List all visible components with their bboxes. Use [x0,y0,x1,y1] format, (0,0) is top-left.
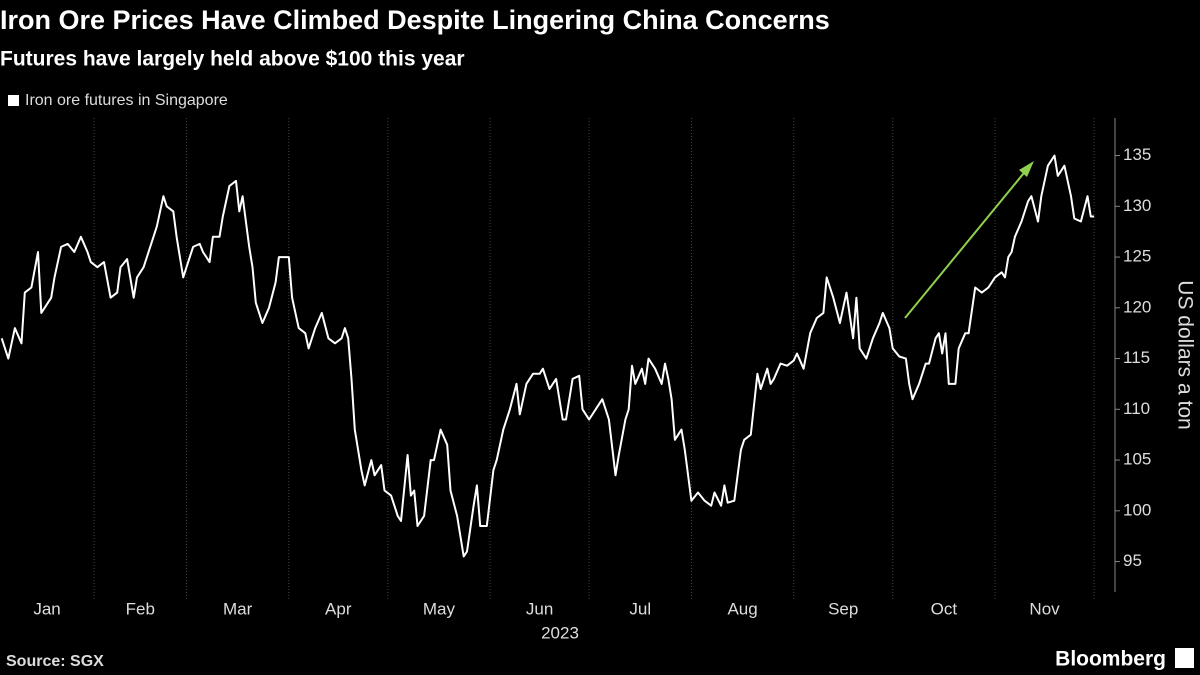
legend-swatch [8,95,19,106]
y-axis-label: US dollars a ton [1173,280,1196,429]
chart-subtitle: Futures have largely held above $100 thi… [0,48,465,71]
brand-icon [1175,648,1194,668]
y-tick-label: 95 [1123,551,1142,570]
x-tick-label: Jun [526,599,553,618]
x-tick-label: Mar [223,599,253,618]
y-tick-label: 100 [1123,500,1151,519]
y-tick-label: 120 [1123,297,1151,316]
x-tick-label: Oct [931,599,958,618]
y-tick-label: 115 [1123,348,1150,367]
brand: Bloomberg [1055,648,1166,671]
x-tick-label: Feb [126,599,155,618]
plot: Jan Feb Mar Apr May Jun Jul Aug Sep Oct Nov 95 100 10… [0,118,1151,618]
y-tick-label: 135 [1123,145,1151,164]
x-tick-label: Sep [828,599,858,618]
trend-arrow-head [1019,161,1034,177]
x-tick-label: Jul [629,599,651,618]
trend-arrow [904,167,1029,319]
x-tick-label: Apr [325,599,352,618]
source: Source: SGX [6,653,104,670]
y-tick-label: 110 [1123,399,1150,418]
x-tick-label: Jan [33,599,60,618]
x-tick-label: May [423,599,456,618]
y-tick-label: 105 [1123,450,1151,469]
y-tick-label: 125 [1123,247,1151,266]
y-tick-label: 130 [1123,196,1151,215]
x-tick-label: Nov [1029,599,1060,618]
chart-title: Iron Ore Prices Have Climbed Despite Lin… [0,5,830,35]
price-line [0,154,1095,558]
x-tick-label: Aug [727,599,757,618]
x-axis-label: 2023 [541,623,579,642]
legend-label: Iron ore futures in Singapore [25,92,228,109]
